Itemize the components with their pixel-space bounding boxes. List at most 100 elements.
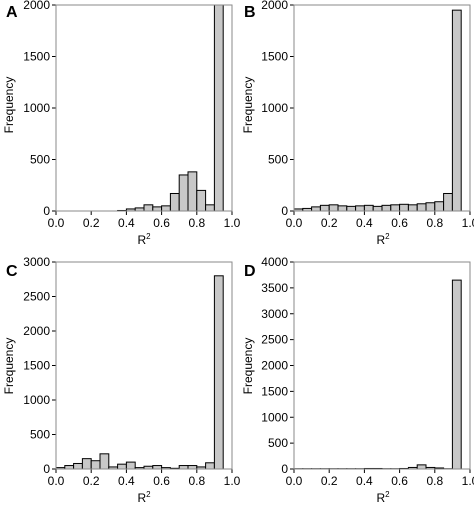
histogram-bar	[399, 203, 409, 212]
histogram-bar	[169, 192, 180, 212]
x-tick-label: 0.6	[153, 474, 170, 488]
bars	[293, 9, 462, 212]
x-tick-label: 0.8	[188, 216, 205, 230]
histogram-bar	[152, 206, 163, 212]
y-tick-label: 1000	[261, 101, 288, 115]
y-axis-title: Frequency	[241, 338, 255, 395]
histogram-bar	[407, 204, 418, 212]
y-tick-label: 0	[281, 204, 288, 218]
y-tick-label: 1000	[23, 101, 50, 115]
y-axis-title: Frequency	[2, 338, 16, 395]
x-tick-label: 0.2	[321, 474, 338, 488]
histogram-bar	[187, 465, 198, 470]
y-tick-label: 1500	[261, 384, 288, 398]
y-tick-label: 0	[43, 462, 50, 476]
y-tick-label: 500	[268, 436, 288, 450]
panel-c: C Frequency R2 0500100015002000250030000…	[2, 255, 241, 505]
histogram-bar	[311, 206, 321, 212]
x-tick-label: 1.0	[224, 216, 241, 230]
panel-label-b: B	[244, 4, 256, 21]
y-tick-label: 0	[43, 204, 50, 218]
histogram-bar	[205, 462, 215, 470]
histogram-bar	[416, 464, 427, 470]
y-tick-label: 1500	[261, 50, 288, 64]
x-tick-label: 0.0	[48, 216, 65, 230]
histogram-bar	[143, 204, 154, 212]
histogram-bar	[213, 4, 224, 212]
histogram-bar	[73, 462, 83, 470]
histogram-bar	[434, 201, 445, 212]
histogram-bar	[178, 465, 189, 470]
y-tick-label: 1500	[23, 50, 50, 64]
histogram-bar	[90, 460, 101, 470]
histogram-bar	[213, 275, 224, 470]
x-tick-label: 0.0	[48, 474, 65, 488]
y-tick-label: 500	[268, 153, 288, 167]
bars	[293, 279, 462, 470]
x-tick-label: 1.0	[462, 216, 474, 230]
y-axis-title: Frequency	[2, 77, 16, 134]
x-tick-label: 0.4	[118, 474, 135, 488]
histogram-bar	[451, 9, 462, 212]
histogram-bar	[328, 204, 339, 212]
y-tick-label: 2500	[23, 290, 50, 304]
histogram-bar	[319, 204, 330, 212]
ticks: 0 500 1000 1500 2000 2500 3000 0.0 0.2 0.4 0.6 0.8 1…	[23, 255, 240, 488]
y-tick-label: 2000	[261, 0, 288, 12]
histogram-bar	[425, 202, 436, 212]
x-tick-label: 0.6	[153, 216, 170, 230]
panel-label-a: A	[6, 4, 18, 21]
x-tick-label: 1.0	[462, 474, 474, 488]
histogram-bar	[372, 205, 383, 212]
x-tick-label: 0.4	[118, 216, 135, 230]
panel-b: B Frequency R2 0 500 1000 1500 2000 0.0 0.2 0.4…	[241, 0, 474, 247]
x-tick-label: 1.0	[224, 474, 241, 488]
x-tick-label: 0.6	[391, 474, 408, 488]
y-tick-label: 2000	[23, 324, 50, 338]
panel-label-d: D	[244, 263, 256, 280]
histogram-bar	[337, 205, 348, 212]
histogram-bar	[161, 205, 171, 212]
y-tick-label: 1500	[23, 359, 50, 373]
x-tick-label: 0.0	[286, 216, 303, 230]
histogram-bar	[363, 204, 374, 212]
y-axis-title: Frequency	[241, 77, 255, 134]
histogram-bar	[355, 205, 365, 212]
histogram-bar	[346, 205, 357, 212]
histogram-bar	[178, 174, 189, 212]
y-tick-label: 500	[30, 153, 50, 167]
x-tick-label: 0.8	[426, 216, 443, 230]
plot-frame	[293, 4, 471, 212]
histogram-bar	[381, 204, 392, 212]
x-tick-label: 0.4	[356, 216, 373, 230]
histogram-bar	[117, 463, 127, 470]
y-tick-label: 1000	[23, 393, 50, 407]
histogram-bar	[416, 203, 427, 212]
panel-d: D Frequency R2 0 500 1000 1500 2000 2500 3000 3…	[241, 255, 474, 505]
x-tick-label: 0.4	[356, 474, 373, 488]
histogram-bar	[443, 192, 453, 212]
bars	[55, 275, 224, 470]
x-tick-label: 0.2	[83, 474, 100, 488]
histogram-bar	[152, 465, 163, 470]
histogram-bar	[64, 465, 75, 470]
panel-a: A Frequency R2 0 500 1000 1500 2000 0.0 0.2 0.4…	[2, 0, 241, 247]
histogram-bar	[125, 461, 136, 470]
y-tick-label: 0	[281, 462, 288, 476]
plot-frame	[293, 261, 471, 470]
y-tick-label: 2000	[23, 0, 50, 12]
histogram-bar	[99, 453, 110, 470]
panel-label-c: C	[6, 263, 18, 280]
y-tick-label: 3500	[261, 281, 288, 295]
x-tick-label: 0.2	[321, 216, 338, 230]
x-axis-title: R2	[137, 232, 151, 247]
y-tick-label: 4000	[261, 255, 288, 269]
histogram-bar	[196, 189, 207, 212]
histogram-bar	[187, 171, 198, 212]
x-tick-label: 0.8	[188, 474, 205, 488]
x-axis-title: R2	[376, 232, 390, 247]
bars	[117, 4, 224, 212]
y-tick-label: 500	[30, 428, 50, 442]
y-tick-label: 3000	[261, 307, 288, 321]
